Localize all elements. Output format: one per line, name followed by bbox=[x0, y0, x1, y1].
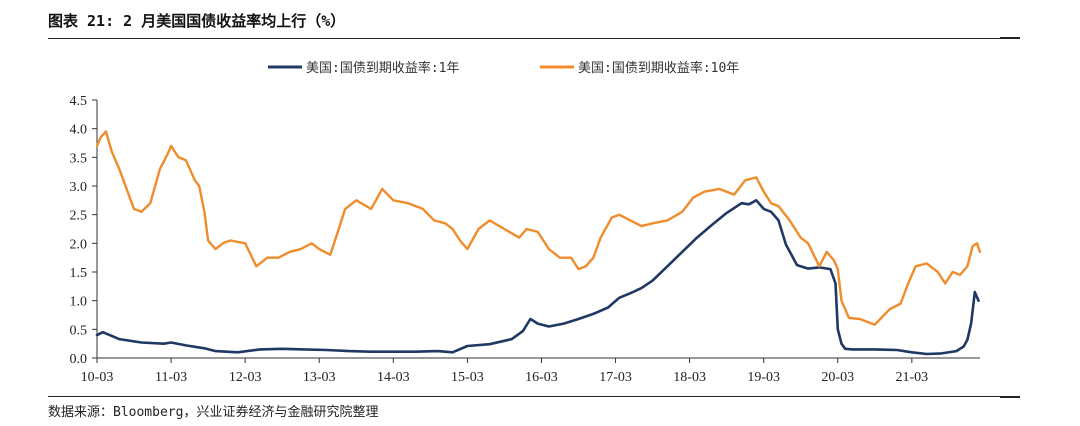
x-tick-label: 18-03 bbox=[673, 370, 706, 385]
x-tick-label: 14-03 bbox=[377, 370, 410, 385]
y-tick-label: 3.5 bbox=[70, 151, 88, 166]
legend-label: 美国:国债到期收益率:10年 bbox=[578, 60, 739, 76]
y-tick-label: 1.0 bbox=[70, 295, 88, 310]
bottom-rule bbox=[48, 396, 1020, 397]
top-rule bbox=[48, 38, 1020, 39]
x-tick-label: 19-03 bbox=[747, 370, 780, 385]
y-tick-label: 3.0 bbox=[70, 180, 88, 195]
chart-legend: 美国:国债到期收益率:1年 美国:国债到期收益率:10年 bbox=[268, 60, 739, 76]
x-tick-label: 11-03 bbox=[155, 370, 187, 385]
y-tick-label: 4.0 bbox=[70, 123, 88, 138]
y-tick-label: 2.5 bbox=[70, 209, 88, 224]
source-note: 数据来源：Bloomberg，兴业证券经济与金融研究院整理 bbox=[48, 405, 379, 420]
x-tick-label: 20-03 bbox=[821, 370, 854, 385]
y-tick-label: 0.5 bbox=[70, 323, 88, 338]
x-tick-label: 15-03 bbox=[451, 370, 484, 385]
x-tick-label: 21-03 bbox=[896, 370, 929, 385]
x-tick-label: 13-03 bbox=[303, 370, 336, 385]
top-rule-tick bbox=[1000, 37, 1020, 39]
x-tick-label: 12-03 bbox=[229, 370, 262, 385]
y-tick-label: 0.0 bbox=[70, 352, 88, 367]
x-tick-label: 17-03 bbox=[599, 370, 632, 385]
figure-title: 图表 21: 2 月美国国债收益率均上行（%） bbox=[48, 12, 346, 30]
x-axis: 10-03 11-03 12-03 13-03 14-03 15-03 16-03 17-03… bbox=[81, 357, 980, 385]
series-layer bbox=[95, 130, 982, 356]
y-tick-label: 2.0 bbox=[70, 237, 88, 252]
legend-label: 美国:国债到期收益率:1年 bbox=[306, 60, 459, 76]
x-tick-label: 16-03 bbox=[525, 370, 558, 385]
y-tick-label: 4.5 bbox=[70, 94, 88, 109]
series-line-10y bbox=[95, 130, 982, 326]
x-tick-label: 10-03 bbox=[81, 370, 114, 385]
bottom-rule-tick bbox=[1000, 396, 1020, 398]
y-axis: 0.0 0.5 1.0 1.5 2.0 2.5 3.0 3.5 4.0 4.5 bbox=[70, 94, 98, 367]
y-tick-label: 1.5 bbox=[70, 266, 88, 281]
series-line-1y bbox=[95, 199, 980, 356]
